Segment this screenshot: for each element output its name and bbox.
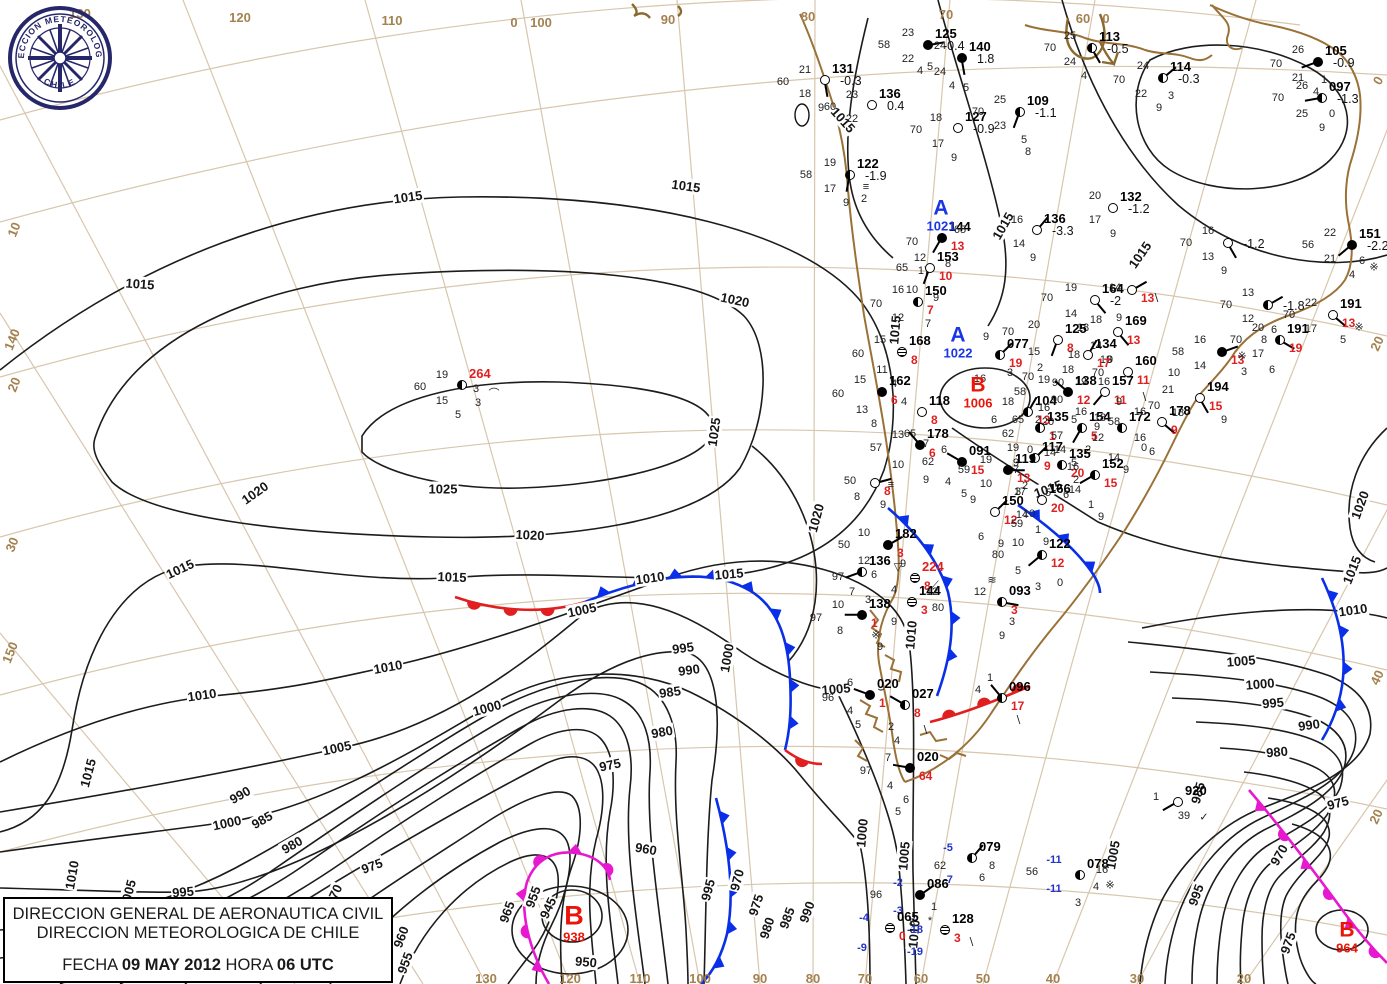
fronts — [454, 503, 1387, 984]
cold-front-triangle-icon — [719, 810, 730, 825]
warm-front-semicircle-icon — [1278, 828, 1290, 842]
cold-front-triangle-icon — [1083, 561, 1096, 573]
cold-front-triangle-icon — [567, 843, 582, 854]
cold-front-triangle-icon — [730, 883, 740, 898]
warm-front-semicircle-icon — [503, 608, 518, 616]
coastline — [794, 4, 1362, 783]
cold-front-triangle-icon — [922, 543, 935, 556]
warm-front-semicircle-icon — [1368, 946, 1381, 959]
cold-front-triangle-icon — [741, 581, 754, 593]
cold-front-triangle-icon — [941, 575, 953, 589]
cold-front — [700, 797, 732, 984]
cold-front-triangle-icon — [1028, 509, 1040, 521]
cold-front-triangle-icon — [947, 648, 958, 662]
cold-front-triangle-icon — [1254, 799, 1267, 812]
cold-front-triangle-icon — [790, 678, 800, 693]
cold-front-triangle-icon — [531, 959, 543, 973]
cold-front-triangle-icon — [788, 715, 799, 730]
warm-front-semicircle-icon — [795, 757, 809, 768]
warm-front-semicircle-icon — [1011, 683, 1026, 694]
cold-front-triangle-icon — [770, 608, 782, 621]
cold-front-triangle-icon — [597, 586, 611, 598]
warm-front-semicircle-icon — [533, 855, 546, 867]
warm-front-semicircle-icon — [977, 697, 991, 708]
title-line-1: DIRECCION GENERAL DE AERONAUTICA CIVIL — [12, 905, 384, 923]
cold-front-triangle-icon — [1300, 857, 1312, 870]
pen-annotation — [631, 3, 1120, 67]
cold-front-triangle-icon — [951, 611, 961, 626]
warm-front-semicircle-icon — [1322, 887, 1335, 901]
warm-front-semicircle-icon — [540, 608, 555, 617]
cold-front — [887, 507, 953, 697]
cold-front — [1017, 503, 1102, 594]
cold-front-triangle-icon — [1335, 698, 1347, 712]
warm-front-semicircle-icon — [602, 862, 614, 876]
cold-front-triangle-icon — [1327, 589, 1339, 603]
fecha-label: FECHA — [62, 956, 118, 974]
fecha-value: 09 MAY 2012 — [121, 956, 221, 974]
cold-front-triangle-icon — [1343, 661, 1353, 676]
cold-front-triangle-icon — [897, 515, 910, 527]
cold-front-triangle-icon — [668, 568, 683, 579]
warm-front-semicircle-icon — [467, 601, 481, 610]
cold-front-triangle-icon — [726, 846, 737, 861]
cold-front-triangle-icon — [727, 920, 738, 935]
warm-front — [784, 748, 823, 766]
cold-front-triangle-icon — [713, 956, 725, 969]
svg-text:CHILE: CHILE — [42, 76, 78, 90]
warm-front-semicircle-icon — [520, 924, 530, 939]
hora-label: HORA — [225, 956, 273, 974]
cold-front — [1320, 577, 1345, 741]
cold-front-triangle-icon — [785, 642, 796, 656]
date-time-line: FECHA 09 MAY 2012 HORA 06 UTC — [5, 956, 391, 975]
hora-value: 06 UTC — [276, 956, 334, 974]
occluded-front — [1248, 789, 1387, 964]
title-box: DIRECCION GENERAL DE AERONAUTICA CIVIL D… — [3, 897, 393, 983]
agency-logo: DIRECCION METEOROLOGICA CHILE — [6, 4, 112, 110]
cold-front-triangle-icon — [515, 887, 526, 902]
occluded-front — [523, 851, 612, 984]
warm-front-semicircle-icon — [942, 709, 956, 719]
cold-front-triangle-icon — [1057, 533, 1069, 545]
title-line-2: DIRECCION METEOROLOGICA DE CHILE — [36, 924, 360, 942]
cold-front-triangle-icon — [1338, 624, 1350, 639]
cold-front-triangle-icon — [1344, 917, 1357, 929]
